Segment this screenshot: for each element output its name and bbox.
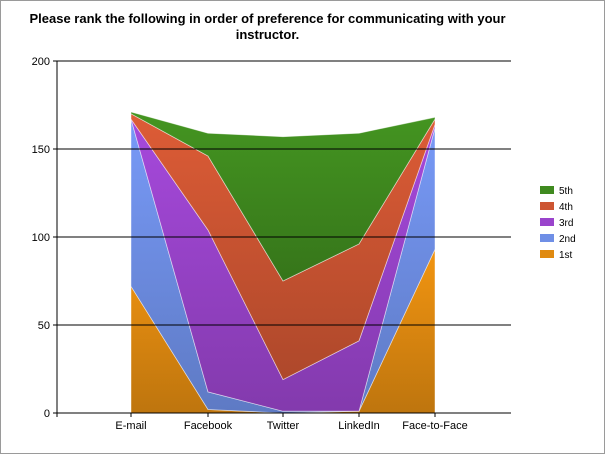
y-tick-label: 50 bbox=[38, 320, 50, 332]
legend-swatch bbox=[540, 250, 554, 258]
chart-title-line1: Please rank the following in order of pr… bbox=[29, 11, 506, 26]
y-tick-labels: 0 50 100 150 200 bbox=[32, 56, 50, 420]
y-tick-label: 150 bbox=[32, 144, 50, 156]
axes bbox=[53, 60, 511, 417]
legend-item-2nd: 2nd bbox=[540, 234, 576, 245]
y-tick-label: 100 bbox=[32, 232, 50, 244]
y-tick-label: 200 bbox=[32, 56, 50, 68]
legend-item-5th: 5th bbox=[540, 186, 573, 197]
legend: 5th 4th 3rd 2nd 1st bbox=[540, 186, 576, 261]
legend-label: 4th bbox=[559, 202, 573, 213]
legend-label: 1st bbox=[559, 250, 573, 261]
x-tick-label: Face-to-Face bbox=[402, 420, 467, 432]
x-tick-label: LinkedIn bbox=[338, 420, 380, 432]
y-tick-label: 0 bbox=[44, 408, 50, 420]
legend-swatch bbox=[540, 186, 554, 194]
legend-label: 5th bbox=[559, 186, 573, 197]
legend-item-1st: 1st bbox=[540, 250, 573, 261]
area-series-5th bbox=[130, 111, 436, 282]
chart-title: Please rank the following in order of pr… bbox=[0, 11, 535, 43]
legend-swatch bbox=[540, 202, 554, 210]
legend-swatch bbox=[540, 218, 554, 226]
legend-label: 2nd bbox=[559, 234, 576, 245]
x-tick-label: Twitter bbox=[267, 420, 300, 432]
x-tick-labels: E-mail Facebook Twitter LinkedIn Face-to-Fac… bbox=[115, 420, 467, 432]
legend-label: 3rd bbox=[559, 218, 573, 229]
legend-item-3rd: 3rd bbox=[540, 218, 573, 229]
x-tick-label: Facebook bbox=[184, 420, 233, 432]
area-series-group bbox=[130, 111, 436, 414]
x-tick-label: E-mail bbox=[115, 420, 146, 432]
legend-item-4th: 4th bbox=[540, 202, 573, 213]
legend-swatch bbox=[540, 234, 554, 242]
chart-title-line2: instructor. bbox=[235, 27, 300, 42]
